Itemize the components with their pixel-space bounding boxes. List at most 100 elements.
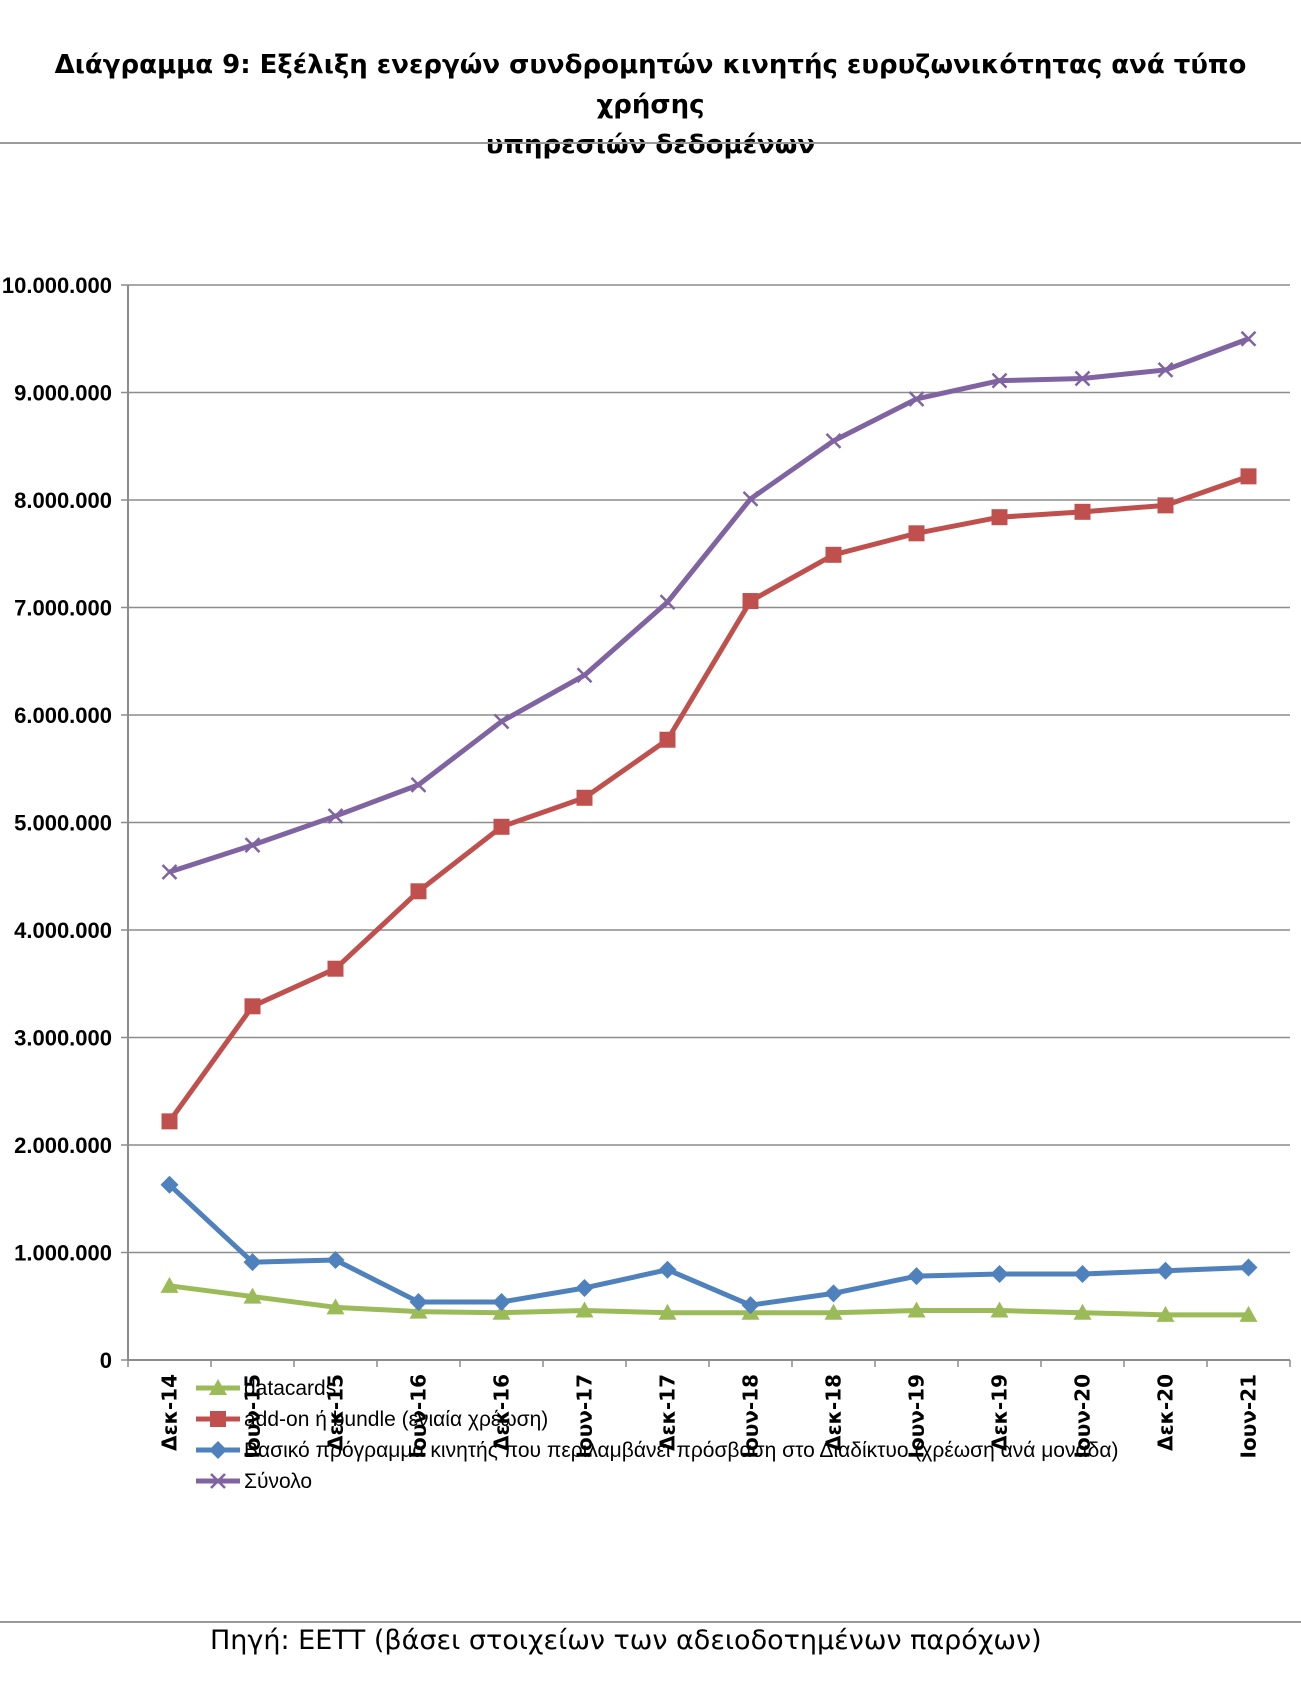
legend-label: datacards: [244, 1377, 336, 1400]
data-point: [161, 1113, 178, 1130]
series-3: [160, 1175, 1258, 1315]
data-point: [244, 837, 261, 853]
data-point: [659, 731, 676, 748]
data-point: [160, 1175, 179, 1194]
data-point: [742, 593, 759, 610]
data-point: [991, 509, 1008, 526]
data-point: [659, 594, 676, 611]
legend-swatch-marker: [210, 1411, 226, 1427]
x-tick-label: Δεκ-16: [490, 1374, 514, 1451]
data-point: [493, 818, 510, 835]
data-point: [492, 1303, 511, 1320]
data-point: [908, 525, 925, 542]
x-tick-label: Δεκ-18: [822, 1374, 846, 1451]
series-line: [168, 336, 1250, 875]
data-point: [410, 883, 427, 900]
series-line: [167, 1182, 1249, 1308]
data-point: [243, 1287, 262, 1304]
data-point: [492, 1292, 511, 1311]
data-point: [409, 1292, 428, 1311]
series-1: [160, 1276, 1258, 1322]
data-point: [576, 789, 593, 806]
data-point: [326, 1251, 345, 1270]
series-4: [161, 330, 1257, 880]
legend-label: Βασικό πρόγραμμα κινητής που περιλαμβάνε…: [244, 1439, 1118, 1462]
y-tick-label: 7.000.000: [14, 596, 112, 621]
y-tick-label: 0: [100, 1348, 112, 1373]
x-tick-label: Δεκ-14: [158, 1374, 182, 1451]
data-point: [1157, 497, 1174, 514]
x-tick-label: Ιουν-15: [241, 1374, 265, 1458]
data-point: [658, 1303, 677, 1320]
legend-label: Σύνολο: [244, 1470, 312, 1493]
x-axis-ticks: Δεκ-14 Ιουν-15 Δεκ-15 Ιουν-16 Δεκ-16 Ιουν-17 Δ…: [158, 1374, 1261, 1458]
data-point: [326, 1298, 345, 1315]
x-tick-label: Ιουν-21: [1237, 1374, 1261, 1458]
y-tick-label: 6.000.000: [14, 703, 112, 728]
series-2: [161, 468, 1257, 1130]
bottom-divider: [0, 1621, 1301, 1623]
legend: datacards add-on ή bundle (ενιαία χρέωση)…: [196, 1377, 1118, 1493]
data-point: [741, 1296, 760, 1315]
data-point: [1074, 503, 1091, 520]
data-point: [1239, 1305, 1258, 1322]
series-line: [167, 473, 1250, 1123]
y-tick-label: 3.000.000: [14, 1026, 112, 1051]
source-note: Πηγή: ΕΕΤΤ (βάσει στοιχείων των αδειοδοτ…: [210, 1625, 1042, 1656]
x-tick-label: Δεκ-15: [324, 1374, 348, 1451]
legend-entry: datacards: [196, 1377, 336, 1400]
legend-label: add-on ή bundle (ενιαία χρέωση): [244, 1408, 548, 1431]
chart-title: Διάγραμμα 9: Εξέλιξη ενεργών συνδρομητών…: [0, 45, 1301, 165]
top-divider: [0, 142, 1301, 144]
axes: [121, 284, 1291, 1367]
data-point: [824, 1303, 843, 1320]
data-point: [908, 391, 925, 407]
legend-swatch-marker: [209, 1441, 227, 1459]
data-point: [1156, 1305, 1175, 1322]
data-point: [1073, 1303, 1092, 1320]
data-point: [1240, 330, 1257, 347]
data-point: [161, 864, 178, 880]
x-tick-label: Ιουν-17: [573, 1374, 597, 1458]
data-point: [1239, 1258, 1258, 1277]
series-line: [169, 1283, 1249, 1318]
data-point: [160, 1276, 179, 1293]
data-point: [907, 1267, 926, 1286]
y-tick-label: 4.000.000: [14, 918, 112, 943]
x-tick-label: Ιουν-19: [905, 1374, 929, 1458]
data-point: [825, 546, 842, 563]
data-point: [327, 808, 344, 824]
x-tick-label: Ιουν-20: [1071, 1374, 1095, 1458]
data-point: [1074, 370, 1091, 387]
data-point: [658, 1260, 677, 1279]
x-tick-label: Δεκ-20: [1154, 1374, 1178, 1451]
data-point: [576, 667, 593, 684]
legend-entry: Σύνολο: [196, 1470, 312, 1493]
gridlines: [128, 284, 1290, 1254]
data-point: [575, 1301, 594, 1318]
x-tick-label: Ιουν-18: [739, 1374, 763, 1458]
data-point: [327, 960, 344, 977]
y-tick-label: 2.000.000: [14, 1133, 112, 1158]
y-tick-label: 10.000.000: [2, 273, 112, 298]
data-point: [1157, 362, 1174, 378]
legend-swatch-marker: [210, 1473, 226, 1489]
y-tick-label: 8.000.000: [14, 488, 112, 513]
y-tick-label: 1.000.000: [14, 1241, 112, 1266]
y-axis-ticks: 0 1.000.000 2.000.000 3.000.000 4.000.000 5.0…: [2, 273, 112, 1373]
data-point: [244, 998, 261, 1015]
x-tick-label: Δεκ-17: [656, 1374, 680, 1451]
data-point: [1156, 1261, 1175, 1280]
data-point: [990, 1301, 1009, 1318]
data-point: [493, 713, 510, 730]
y-tick-label: 5.000.000: [14, 811, 112, 836]
data-point: [825, 432, 842, 449]
legend-swatch-marker: [209, 1379, 227, 1395]
data-point: [907, 1301, 926, 1318]
data-point: [990, 1265, 1009, 1283]
chart-title-line-1: Διάγραμμα 9: Εξέλιξη ενεργών συνδρομητών…: [54, 50, 1247, 120]
series-layer: [160, 330, 1258, 1322]
data-point: [243, 1253, 262, 1272]
x-tick-label: Ιουν-16: [407, 1374, 431, 1458]
y-tick-label: 9.000.000: [14, 381, 112, 406]
